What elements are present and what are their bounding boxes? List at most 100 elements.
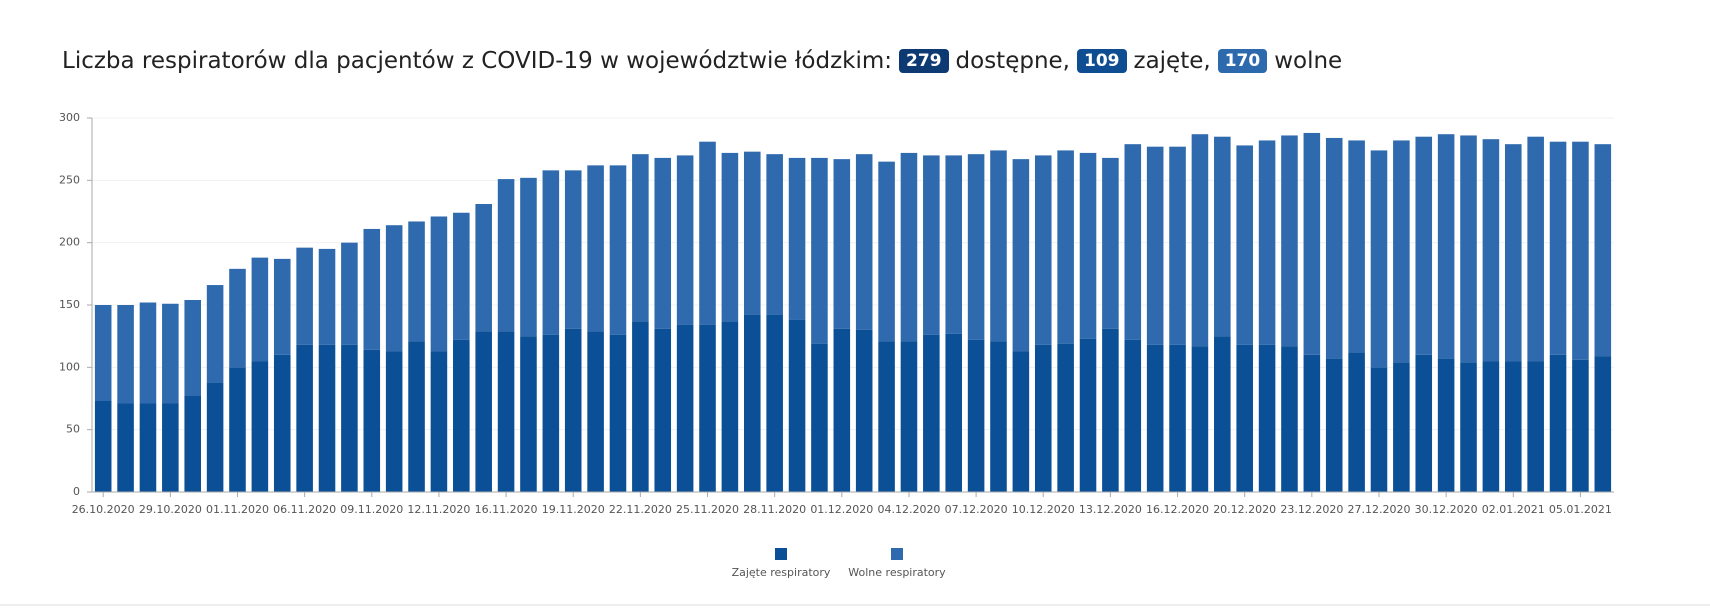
bar-segment (542, 170, 560, 335)
bar-segment (1258, 140, 1276, 345)
bar-segment (1348, 352, 1365, 492)
x-tick-label: 20.12.2020 (1213, 503, 1276, 516)
bar-segment (609, 165, 627, 335)
bar-segment (1370, 367, 1388, 492)
bar-segment (341, 242, 358, 345)
bar-segment (475, 204, 492, 332)
bar-segment (251, 361, 269, 492)
bar-segment (945, 155, 963, 334)
bar-segment (699, 141, 716, 325)
bar-segment (967, 339, 985, 492)
bar-segment (811, 157, 828, 344)
bar-segment (788, 157, 806, 320)
bar-segment (162, 403, 179, 492)
bar-segment (139, 403, 157, 492)
x-tick-label: 13.12.2020 (1079, 503, 1142, 516)
bar-segment (855, 329, 873, 492)
bar-segment (990, 150, 1007, 342)
x-tick-label: 19.11.2020 (542, 503, 605, 516)
bar-segment (990, 341, 1007, 492)
bar-segment (1169, 146, 1186, 345)
bar-segment (1482, 139, 1500, 362)
bar-segment (1303, 132, 1321, 355)
bar-segment (632, 321, 649, 492)
bar-segment (341, 344, 358, 492)
bar-segment (408, 221, 425, 342)
bar-segment (1169, 344, 1186, 492)
bar-segment (1549, 354, 1567, 492)
bar-segment (453, 212, 470, 340)
x-tick-label: 30.12.2020 (1415, 503, 1478, 516)
bar-segment (923, 334, 940, 492)
bar-segment (900, 341, 918, 492)
bar-segment (251, 257, 269, 362)
badge-label: dostępne, (955, 48, 1070, 74)
bar-segment (1191, 134, 1209, 347)
bar-segment (1214, 136, 1231, 337)
bar-segment (1393, 362, 1410, 492)
bar-segment (542, 334, 560, 492)
bar-segment (900, 152, 918, 342)
bar-segment (1504, 361, 1522, 492)
x-tick-label: 22.11.2020 (609, 503, 672, 516)
bar-segment (564, 328, 582, 492)
bar-segment (1549, 141, 1567, 355)
bar-segment (229, 367, 246, 492)
bar-segment (139, 302, 157, 404)
bar-segment (1460, 135, 1477, 363)
bar-segment (497, 331, 515, 492)
bar-segment (1325, 137, 1343, 359)
bar-segment (1482, 361, 1500, 492)
legend-label: Zajęte respiratory (732, 566, 831, 579)
bar-segment (117, 403, 134, 492)
x-tick-label: 01.12.2020 (810, 503, 873, 516)
bar-segment (520, 177, 537, 337)
bar-segment (453, 339, 470, 492)
bar-segment (206, 382, 224, 492)
bar-segment (1415, 354, 1433, 492)
bar-segment (878, 341, 895, 492)
x-tick-label: 05.01.2021 (1549, 503, 1612, 516)
bar-segment (430, 351, 448, 492)
bar-segment (1437, 134, 1455, 359)
bar-segment (699, 324, 716, 492)
bar-segment (1258, 344, 1276, 492)
bar-segment (1124, 144, 1142, 340)
bar-segment (878, 161, 895, 342)
bar-segment (1437, 358, 1455, 492)
bar-segment (1393, 140, 1410, 363)
bar-segment (1124, 339, 1142, 492)
bar-segment (94, 400, 112, 492)
bar-segment (1281, 346, 1298, 492)
bar-segment (855, 154, 873, 330)
bar-segment (1594, 356, 1612, 492)
bar-segment (1146, 146, 1164, 345)
bar-segment (408, 341, 425, 492)
badge-label: zajęte, (1133, 48, 1211, 74)
bar-segment (945, 333, 963, 492)
y-tick-label: 50 (66, 423, 80, 436)
bar-segment (1527, 136, 1544, 362)
bar-segment (296, 247, 313, 345)
bar-segment (1572, 359, 1589, 492)
chart-title-row: Liczba respiratorów dla pacjentów z COVI… (62, 48, 1342, 74)
bar-segment (654, 328, 672, 492)
bar-segment (1034, 344, 1052, 492)
x-tick-label: 28.11.2020 (743, 503, 806, 516)
legend-swatch (775, 548, 787, 560)
bar-segment (1191, 346, 1209, 492)
bar-segment (318, 248, 336, 345)
bar-segment (587, 331, 604, 492)
x-tick-label: 16.12.2020 (1146, 503, 1209, 516)
bar-segment (206, 285, 224, 383)
bar-segment (1572, 141, 1589, 360)
bar-segment (1281, 135, 1298, 347)
bar-segment (833, 159, 851, 329)
legend-label: Wolne respiratory (848, 566, 946, 579)
bar-segment (273, 354, 291, 492)
bar-segment (609, 334, 627, 492)
x-tick-label: 16.11.2020 (475, 503, 538, 516)
x-tick-label: 27.12.2020 (1347, 503, 1410, 516)
